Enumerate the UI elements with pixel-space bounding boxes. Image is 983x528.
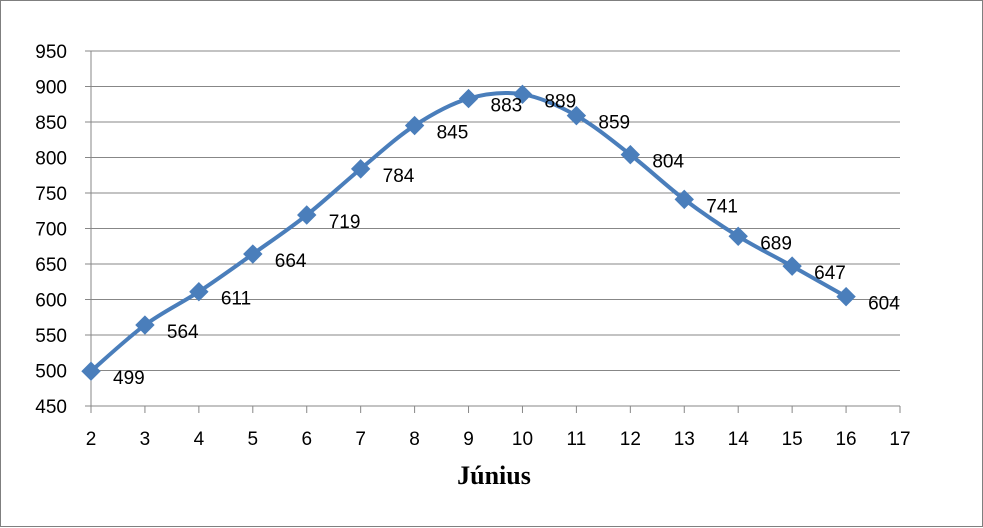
gridlines (91, 50, 900, 371)
data-label: 804 (652, 152, 684, 173)
x-tick-label: 12 (620, 429, 641, 450)
data-point-marker (566, 105, 587, 126)
data-point-marker (836, 286, 856, 307)
x-axis-title: Június (457, 461, 531, 490)
data-label: 604 (868, 294, 900, 315)
y-tick-label: 850 (35, 113, 67, 134)
y-tick-label: 550 (35, 326, 67, 347)
data-label: 611 (221, 289, 251, 310)
data-point-marker (297, 205, 317, 225)
x-tick-label: 15 (782, 429, 803, 450)
x-tick-label: 7 (355, 429, 366, 450)
data-point-marker (404, 115, 425, 136)
data-point-marker (458, 88, 479, 109)
data-point-marker (620, 144, 641, 165)
data-label: 741 (706, 196, 738, 217)
x-tick-label: 4 (194, 429, 205, 450)
data-label: 784 (383, 166, 415, 187)
data-label: 719 (329, 212, 361, 233)
x-tick-label: 14 (728, 429, 750, 450)
data-point-marker (350, 159, 371, 179)
y-tick-label: 950 (35, 42, 67, 63)
data-label: 883 (491, 96, 523, 117)
x-tick-label: 10 (512, 429, 533, 450)
data-point-marker (728, 226, 748, 247)
y-tick-label: 650 (35, 255, 67, 276)
x-tick-label: 2 (86, 429, 97, 450)
data-point-marker (81, 361, 101, 381)
data-point-marker (135, 315, 155, 335)
x-tick-label: 17 (889, 429, 910, 450)
x-tick-label: 8 (409, 429, 420, 450)
data-point-marker (243, 244, 263, 264)
y-tick-label: 800 (35, 149, 67, 170)
data-label: 664 (275, 251, 307, 272)
y-tick-label: 450 (35, 397, 67, 418)
data-label: 647 (814, 263, 846, 284)
series-layer (81, 84, 856, 381)
data-label: 689 (760, 233, 792, 254)
y-tick-label: 700 (35, 220, 67, 241)
x-tick-label: 5 (248, 429, 259, 450)
x-tick-label: 6 (301, 429, 312, 450)
data-point-marker (189, 281, 209, 302)
y-tick-label: 500 (35, 362, 67, 383)
data-label: 859 (598, 113, 630, 134)
data-labels: 499 564 611 664 719 784 845 883 889 859 804 741 689 6… (113, 91, 900, 389)
data-label: 499 (113, 368, 145, 389)
data-point-marker (512, 84, 533, 105)
y-tick-label: 750 (35, 184, 67, 205)
y-tick-label: 900 (35, 78, 67, 99)
x-tick-label: 16 (835, 429, 856, 450)
data-point-marker (782, 256, 802, 276)
data-point-marker (674, 189, 694, 210)
x-tick-label: 13 (674, 429, 695, 450)
x-tick-label: 11 (567, 429, 587, 450)
data-label: 564 (167, 322, 199, 343)
data-label: 845 (437, 123, 469, 144)
data-label: 889 (544, 91, 576, 112)
x-tick-label: 9 (463, 429, 474, 450)
x-tick-label: 3 (140, 429, 151, 450)
y-tick-label: 600 (35, 291, 67, 312)
